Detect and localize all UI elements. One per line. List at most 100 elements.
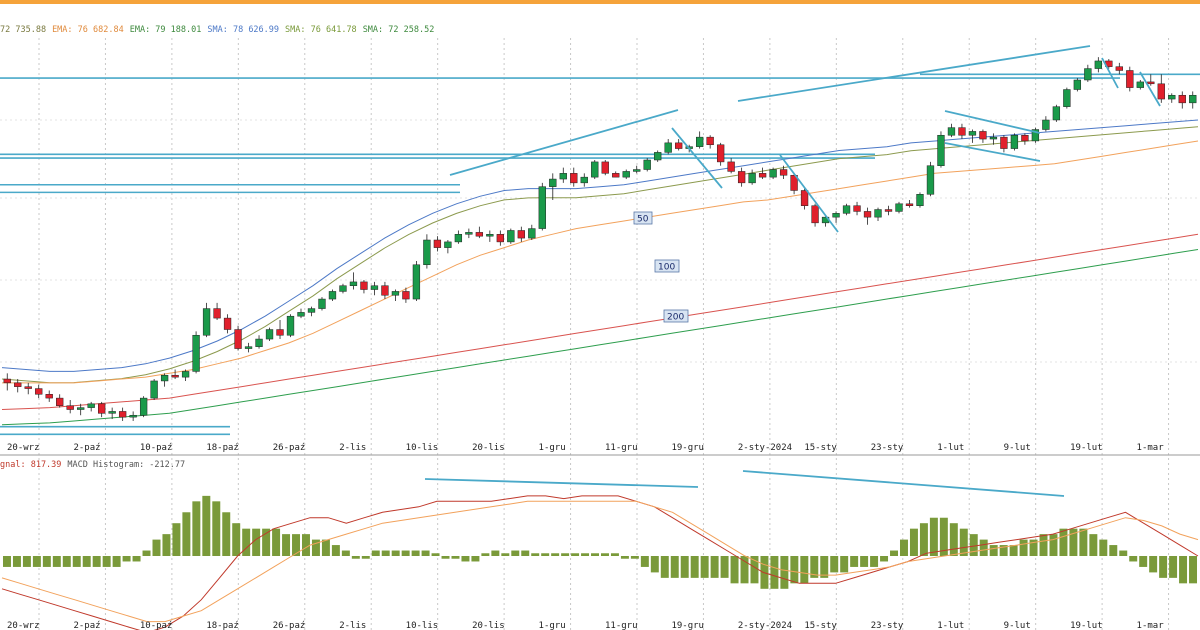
- candle-body: [150, 380, 158, 399]
- candle-body: [832, 213, 840, 218]
- candle: [853, 201, 861, 216]
- histogram-bar: [591, 553, 600, 556]
- candle: [675, 139, 683, 151]
- candle-body: [423, 239, 431, 266]
- trendline: [737, 45, 1091, 102]
- histogram-bar: [1119, 550, 1128, 556]
- histogram-bar: [2, 556, 11, 567]
- histogram-bar: [1039, 534, 1048, 556]
- x-tick-label: 1-lut: [937, 621, 964, 630]
- candle-body: [66, 405, 74, 410]
- trendline: [671, 127, 723, 189]
- candle: [255, 335, 263, 349]
- candle-body: [56, 397, 64, 406]
- ma-tag-100: 100: [654, 259, 680, 273]
- histogram-bar: [1049, 534, 1058, 556]
- macd-trendlines: [424, 470, 1065, 497]
- histogram-bar: [92, 556, 101, 567]
- macd-trendline: [424, 478, 699, 488]
- histogram-bar: [341, 550, 350, 556]
- histogram-bar: [262, 528, 271, 556]
- x-tick-label: 10-lis: [406, 621, 439, 630]
- candle-body: [664, 142, 672, 153]
- candle: [349, 272, 358, 290]
- histogram-bar: [650, 556, 659, 573]
- candle: [318, 297, 326, 311]
- candle: [874, 207, 882, 221]
- histogram-bar: [919, 523, 928, 556]
- histogram-bar: [521, 550, 530, 556]
- x-axis-labels-top: 20-wrz 2-paź 10-paź 18-paź 26-paź 2-lis 10-lis…: [7, 443, 1164, 453]
- candle: [244, 342, 253, 353]
- candle-body: [979, 131, 987, 140]
- histogram-bar: [292, 534, 301, 556]
- histogram-bar: [700, 556, 709, 578]
- histogram-bar: [581, 553, 590, 556]
- candle-body: [758, 173, 767, 178]
- candle-body: [800, 190, 809, 206]
- histogram-bar: [860, 556, 869, 567]
- candle-body: [696, 136, 704, 147]
- candle: [706, 135, 714, 149]
- candle: [947, 123, 956, 138]
- candle: [643, 158, 651, 172]
- candle: [884, 205, 893, 216]
- candle-body: [98, 403, 106, 414]
- candle: [234, 325, 242, 351]
- histogram-bar: [232, 523, 241, 556]
- histogram-bar: [1109, 545, 1118, 556]
- candle: [769, 167, 777, 180]
- histogram-bar: [132, 556, 141, 562]
- histogram-bar: [421, 550, 430, 556]
- candle-body: [192, 334, 200, 372]
- candle-body: [3, 378, 11, 384]
- x-tick-label: 26-paź: [273, 443, 306, 453]
- candle-body: [853, 205, 861, 212]
- macd-histogram: [2, 495, 1198, 589]
- candle-body: [549, 178, 557, 187]
- candle-body: [297, 312, 305, 317]
- candle-body: [1157, 83, 1165, 100]
- x-tick-label: 15-sty: [804, 621, 837, 630]
- candle-body: [129, 414, 137, 418]
- histogram-bar: [411, 550, 420, 556]
- candle: [66, 400, 74, 414]
- candle-body: [884, 209, 893, 212]
- top-border: [0, 0, 1200, 4]
- x-tick-label: 19-lut: [1070, 621, 1103, 630]
- candle: [716, 142, 725, 166]
- candle-body: [412, 264, 421, 300]
- candle: [895, 201, 903, 214]
- candle-body: [811, 205, 819, 224]
- candle: [181, 369, 190, 381]
- x-tick-label: 9-lut: [1004, 621, 1031, 630]
- candle-body: [244, 346, 253, 349]
- candle: [989, 133, 998, 145]
- candle: [538, 182, 546, 231]
- candle: [549, 173, 557, 200]
- candle: [654, 150, 662, 162]
- histogram-bar: [959, 528, 968, 556]
- candle-body: [863, 211, 872, 218]
- histogram-bar: [321, 539, 330, 556]
- histogram-bar: [780, 556, 789, 589]
- x-tick-label: 11-gru: [605, 621, 638, 630]
- candle: [98, 401, 106, 418]
- candle-body: [507, 230, 515, 243]
- candle: [14, 379, 22, 393]
- histogram-bar: [800, 556, 809, 584]
- candle: [863, 207, 872, 225]
- x-tick-label: 18-paź: [206, 621, 239, 630]
- candle: [108, 407, 116, 420]
- histogram-bar: [1079, 528, 1088, 556]
- x-tick-label: 1-mar: [1137, 621, 1165, 630]
- macd-trendline: [742, 470, 1065, 497]
- candle-body: [202, 308, 211, 336]
- histogram-bar: [870, 556, 879, 567]
- histogram-bar: [401, 550, 410, 556]
- x-tick-label: 10-lis: [406, 443, 439, 453]
- trendline: [944, 110, 1041, 134]
- candle: [664, 139, 672, 155]
- candle: [926, 161, 935, 197]
- candle-body: [1010, 134, 1019, 149]
